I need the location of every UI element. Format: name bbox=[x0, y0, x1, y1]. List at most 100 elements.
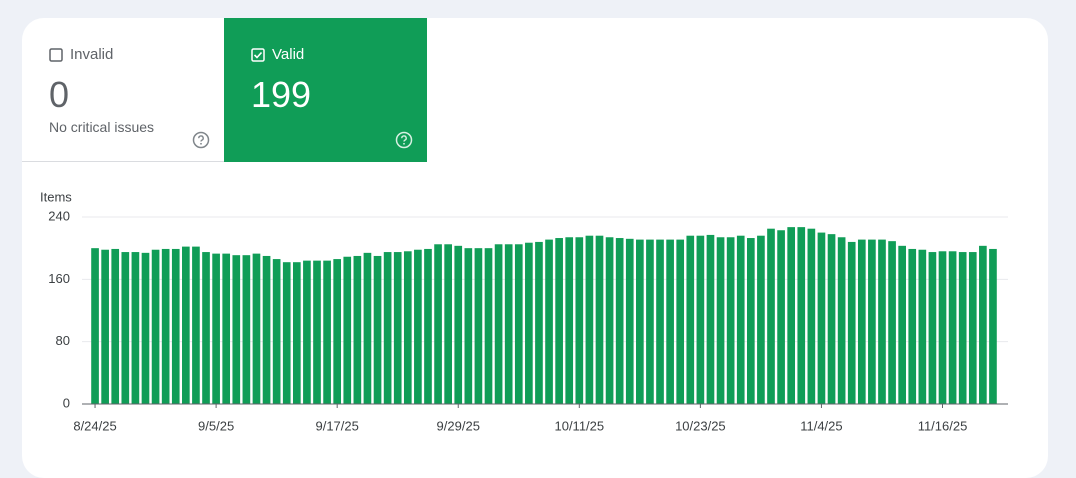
bar bbox=[817, 232, 826, 404]
bar bbox=[918, 249, 927, 404]
bar bbox=[91, 248, 99, 404]
bar bbox=[192, 246, 200, 404]
bar bbox=[454, 245, 463, 404]
bar bbox=[888, 241, 896, 404]
bar bbox=[767, 228, 775, 404]
page: Invalid 0 No critical issues Valid 199 I… bbox=[22, 18, 1048, 478]
help-icon[interactable] bbox=[395, 131, 413, 149]
bar bbox=[605, 237, 614, 404]
bar bbox=[474, 248, 483, 404]
bar bbox=[202, 252, 210, 404]
bar bbox=[878, 239, 886, 404]
x-tick-label: 11/16/25 bbox=[918, 418, 968, 433]
tile-label: Valid bbox=[272, 46, 305, 63]
bar bbox=[787, 227, 796, 404]
bar bbox=[373, 255, 382, 404]
bar bbox=[646, 239, 654, 404]
checkbox bbox=[251, 48, 265, 62]
bar bbox=[777, 230, 785, 404]
bar bbox=[807, 228, 816, 404]
bar bbox=[484, 248, 493, 404]
bar bbox=[292, 262, 301, 404]
bar bbox=[575, 237, 584, 404]
bar bbox=[726, 237, 735, 404]
bar bbox=[676, 239, 685, 404]
bar bbox=[736, 235, 745, 404]
bar bbox=[363, 252, 372, 404]
y-tick-label: 0 bbox=[63, 395, 70, 410]
bar bbox=[252, 253, 261, 404]
bar bbox=[222, 253, 231, 404]
help-icon[interactable] bbox=[192, 131, 210, 149]
bar bbox=[171, 248, 180, 404]
bar bbox=[313, 260, 321, 404]
bar bbox=[595, 235, 604, 404]
bar bbox=[585, 235, 594, 404]
x-tick-label: 10/23/25 bbox=[675, 418, 726, 433]
bar bbox=[323, 260, 331, 404]
bar bbox=[282, 262, 291, 404]
bar bbox=[464, 248, 473, 404]
bar bbox=[232, 255, 241, 404]
bar bbox=[928, 252, 937, 404]
bar bbox=[101, 249, 109, 404]
bar bbox=[837, 237, 846, 404]
tile-label: Invalid bbox=[70, 46, 114, 63]
bar bbox=[615, 238, 624, 404]
bar bbox=[868, 239, 876, 404]
x-tick-label: 8/24/25 bbox=[73, 418, 116, 433]
invalid-tile[interactable]: Invalid 0 No critical issues bbox=[22, 18, 224, 162]
x-tick-label: 11/4/25 bbox=[800, 418, 842, 433]
bar bbox=[857, 239, 866, 404]
bar bbox=[272, 259, 281, 404]
bar bbox=[827, 234, 836, 404]
report-card: Invalid 0 No critical issues Valid 199 I… bbox=[22, 18, 1048, 478]
bar bbox=[182, 246, 190, 404]
tile-subtitle: No critical issues bbox=[49, 119, 155, 135]
bar bbox=[444, 244, 452, 404]
y-axis-label: Items bbox=[40, 189, 72, 204]
bar bbox=[968, 252, 977, 404]
bar bbox=[393, 252, 402, 404]
bar bbox=[494, 244, 503, 404]
bar bbox=[131, 252, 140, 404]
bar bbox=[565, 237, 574, 404]
y-tick-label: 80 bbox=[56, 333, 70, 348]
bar bbox=[535, 241, 543, 404]
bar bbox=[797, 227, 806, 404]
bar bbox=[504, 244, 513, 404]
bar bbox=[333, 259, 342, 404]
bar bbox=[757, 235, 765, 404]
bar bbox=[666, 239, 674, 404]
bar bbox=[686, 235, 695, 404]
bar bbox=[908, 248, 917, 404]
bar bbox=[414, 249, 422, 404]
bar bbox=[898, 245, 906, 404]
x-tick-label: 10/11/25 bbox=[554, 418, 604, 433]
bar bbox=[958, 252, 967, 404]
bar bbox=[716, 237, 725, 404]
bar bbox=[403, 251, 412, 404]
bar bbox=[525, 242, 533, 404]
bar bbox=[383, 252, 392, 404]
bar bbox=[948, 251, 957, 404]
y-tick-label: 160 bbox=[48, 271, 70, 286]
bar bbox=[343, 256, 352, 404]
bar bbox=[514, 244, 523, 404]
bar bbox=[434, 244, 442, 404]
bar bbox=[625, 238, 634, 404]
x-tick-label: 9/17/25 bbox=[315, 418, 358, 433]
valid-tile[interactable]: Valid 199 bbox=[224, 18, 427, 162]
bar bbox=[212, 253, 220, 404]
chart: Items 0 80 160 240 8/24/25 9/5/25 9/17/25 9/29/… bbox=[40, 189, 1008, 433]
tile-count: 199 bbox=[251, 74, 312, 115]
x-tick-label: 9/5/25 bbox=[198, 418, 234, 433]
bar bbox=[656, 239, 664, 404]
y-tick-label: 240 bbox=[48, 208, 70, 223]
bar bbox=[242, 255, 251, 404]
bar bbox=[141, 252, 150, 404]
bar bbox=[111, 248, 120, 404]
tile-count: 0 bbox=[49, 74, 70, 115]
bar bbox=[847, 241, 856, 404]
bar bbox=[696, 235, 705, 404]
